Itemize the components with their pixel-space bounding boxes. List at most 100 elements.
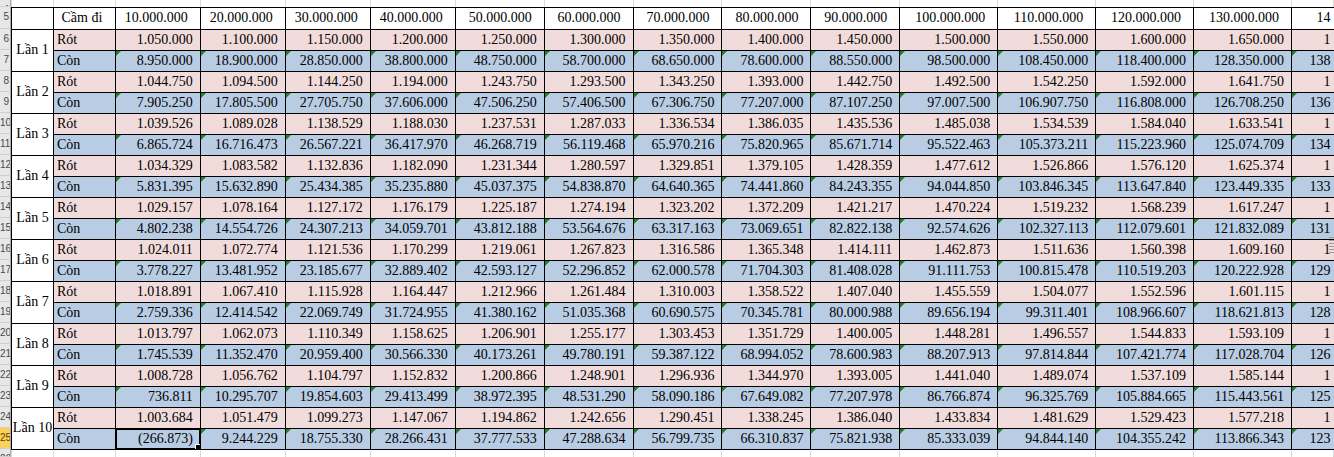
cell[interactable]: 88.207.913 <box>900 344 998 365</box>
cell[interactable]: 1.441.040 <box>900 365 998 386</box>
cell[interactable]: 1.044.750 <box>115 71 200 92</box>
cell[interactable]: 1.393.000 <box>722 71 811 92</box>
cell[interactable]: 71.704.303 <box>722 260 811 281</box>
cell[interactable]: 1.343.250 <box>633 71 722 92</box>
cell[interactable]: 1.481.629 <box>998 407 1096 428</box>
row-label-rot[interactable]: Rót <box>53 197 115 218</box>
sheet-cell[interactable] <box>285 0 370 7</box>
row-label-rot[interactable]: Rót <box>53 29 115 50</box>
cell[interactable]: 102.327.113 <box>998 218 1096 239</box>
row-number[interactable]: 19 <box>0 302 11 323</box>
cell-partial[interactable]: 1 <box>1291 365 1333 386</box>
cell[interactable]: 1.625.374 <box>1194 155 1292 176</box>
cell[interactable]: 1.617.247 <box>1194 197 1292 218</box>
sheet-cell[interactable] <box>200 0 285 7</box>
cell[interactable]: 13.481.952 <box>200 260 285 281</box>
cell[interactable]: 1.182.090 <box>370 155 455 176</box>
column-header[interactable]: 30.000.000 <box>285 7 370 29</box>
group-label[interactable]: Lần 10 <box>12 407 54 449</box>
cell[interactable]: 91.111.753 <box>900 260 998 281</box>
cell[interactable]: 41.380.162 <box>455 302 544 323</box>
sheet-cell[interactable] <box>455 0 544 7</box>
sheet-cell[interactable] <box>1096 449 1194 457</box>
sheet-cell[interactable] <box>811 449 900 457</box>
cell[interactable]: 1.511.636 <box>998 239 1096 260</box>
cell[interactable]: 112.079.601 <box>1096 218 1194 239</box>
cell[interactable]: 40.173.261 <box>455 344 544 365</box>
sheet-cell[interactable] <box>12 449 54 457</box>
cell[interactable]: 17.805.500 <box>200 92 285 113</box>
row-number[interactable]: 7 <box>0 50 11 71</box>
row-number[interactable]: 12 <box>0 155 11 176</box>
cell[interactable]: 8.950.000 <box>115 50 200 71</box>
cell[interactable]: 100.815.478 <box>998 260 1096 281</box>
group-label[interactable]: Lần 1 <box>12 29 54 71</box>
cell[interactable]: 9.244.229 <box>200 428 285 449</box>
cell[interactable]: 1.152.832 <box>370 365 455 386</box>
cell[interactable]: 1.433.834 <box>900 407 998 428</box>
cell[interactable]: 37.606.000 <box>370 92 455 113</box>
cell[interactable]: 1.537.109 <box>1096 365 1194 386</box>
row-number[interactable]: 24 <box>0 407 11 428</box>
column-header[interactable]: 90.000.000 <box>811 7 900 29</box>
cell[interactable]: 1.003.684 <box>115 407 200 428</box>
cell[interactable]: 1.568.239 <box>1096 197 1194 218</box>
cell[interactable]: 27.705.750 <box>285 92 370 113</box>
cell-partial[interactable]: 133 <box>1291 176 1333 197</box>
cell[interactable]: 1.633.541 <box>1194 113 1292 134</box>
cell[interactable]: 116.808.000 <box>1096 92 1194 113</box>
cell[interactable]: 1.170.299 <box>370 239 455 260</box>
cell[interactable]: 32.889.402 <box>370 260 455 281</box>
cell-partial[interactable]: 1 <box>1291 197 1333 218</box>
cell[interactable]: 1.338.245 <box>722 407 811 428</box>
cell[interactable]: 1.745.539 <box>115 344 200 365</box>
cell-partial[interactable]: 138 <box>1291 50 1333 71</box>
cell[interactable]: 1.542.250 <box>998 71 1096 92</box>
cell-partial[interactable]: 1 <box>1291 113 1333 134</box>
cell[interactable]: 1.274.194 <box>544 197 633 218</box>
cell[interactable]: 1.386.035 <box>722 113 811 134</box>
row-label-con[interactable]: Còn <box>53 50 115 71</box>
cell[interactable]: 99.311.401 <box>998 302 1096 323</box>
row-number[interactable]: 16 <box>0 239 11 260</box>
cell[interactable]: 34.059.701 <box>370 218 455 239</box>
cell[interactable]: 4.802.238 <box>115 218 200 239</box>
row-label-con[interactable]: Còn <box>53 302 115 323</box>
cell[interactable]: 1.552.596 <box>1096 281 1194 302</box>
cell[interactable]: 77.207.000 <box>722 92 811 113</box>
cell[interactable]: 1.477.612 <box>900 155 998 176</box>
cell[interactable]: 60.690.575 <box>633 302 722 323</box>
cell[interactable]: 77.207.978 <box>811 386 900 407</box>
cell[interactable]: 1.344.970 <box>722 365 811 386</box>
cell[interactable]: 73.069.651 <box>722 218 811 239</box>
cell[interactable]: 78.600.000 <box>722 50 811 71</box>
cell[interactable]: 84.243.355 <box>811 176 900 197</box>
cell[interactable]: 1.496.557 <box>998 323 1096 344</box>
cell[interactable]: 1.650.000 <box>1194 29 1292 50</box>
cell[interactable]: 1.194.000 <box>370 71 455 92</box>
cell[interactable]: 115.223.960 <box>1096 134 1194 155</box>
cell[interactable]: 18.900.000 <box>200 50 285 71</box>
cell[interactable]: 128.350.000 <box>1194 50 1292 71</box>
column-header[interactable]: 20.000.000 <box>200 7 285 29</box>
cell[interactable]: 94.844.140 <box>998 428 1096 449</box>
cell[interactable]: 6.865.724 <box>115 134 200 155</box>
cell-partial[interactable]: 1 <box>1291 323 1333 344</box>
column-header[interactable]: 50.000.000 <box>455 7 544 29</box>
cell[interactable]: 1.231.344 <box>455 155 544 176</box>
cell[interactable]: 1.601.115 <box>1194 281 1292 302</box>
cell[interactable]: 1.300.000 <box>544 29 633 50</box>
row-label-con[interactable]: Còn <box>53 428 115 449</box>
cell[interactable]: 108.966.607 <box>1096 302 1194 323</box>
cell-partial[interactable]: 123 <box>1291 428 1333 449</box>
group-label[interactable]: Lần 8 <box>12 323 54 365</box>
cell[interactable]: 54.838.870 <box>544 176 633 197</box>
corner-header[interactable]: Cầm đi <box>53 7 115 29</box>
column-header[interactable]: 80.000.000 <box>722 7 811 29</box>
cell[interactable]: 106.907.750 <box>998 92 1096 113</box>
cell-partial[interactable]: 1 <box>1291 155 1333 176</box>
row-number[interactable]: 5 <box>0 7 11 29</box>
cell[interactable]: 1.110.349 <box>285 323 370 344</box>
sheet-cell[interactable] <box>633 0 722 7</box>
cell[interactable]: 1.242.656 <box>544 407 633 428</box>
